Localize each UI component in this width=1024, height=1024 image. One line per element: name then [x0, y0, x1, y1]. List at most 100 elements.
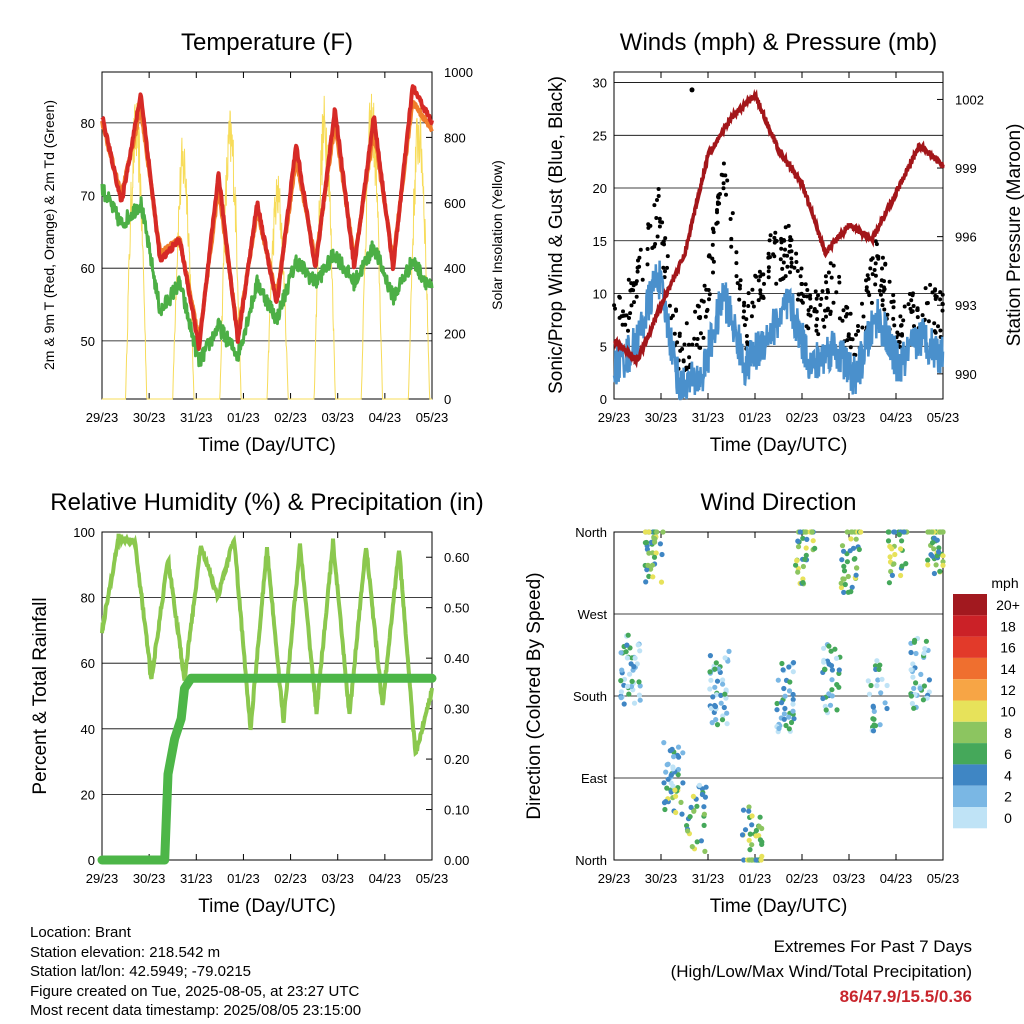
direction-point	[908, 649, 914, 656]
speed-legend-swatch	[953, 615, 987, 637]
direction-point	[786, 664, 792, 670]
direction-point	[821, 645, 827, 651]
gust-point	[920, 313, 925, 318]
gust-point	[706, 254, 711, 259]
direction-point	[827, 702, 834, 708]
direction-point	[702, 794, 709, 800]
speed-legend-label: 12	[1000, 682, 1016, 698]
direction-point	[940, 562, 946, 569]
gust-point	[940, 308, 945, 313]
direction-point	[913, 650, 919, 657]
direction-point	[800, 535, 806, 541]
direction-point	[925, 562, 931, 568]
gust-point	[873, 273, 878, 278]
gust-point	[654, 216, 659, 220]
gust-point	[824, 295, 829, 300]
speed-legend-swatch	[953, 636, 987, 658]
direction-point	[898, 546, 904, 552]
gust-point	[744, 334, 749, 338]
gust-point	[828, 312, 833, 316]
gust-point	[856, 324, 860, 328]
gust-point	[645, 247, 650, 251]
speed-legend-label: 6	[1004, 746, 1012, 762]
gust-point	[911, 291, 915, 296]
direction-point	[802, 529, 808, 535]
direction-point	[912, 637, 918, 644]
gust-point	[789, 264, 794, 269]
direction-point	[870, 703, 876, 709]
direction-point	[719, 717, 726, 723]
gust-point	[933, 293, 938, 298]
gust-point	[723, 173, 728, 178]
gust-point	[826, 270, 831, 275]
direction-point	[802, 556, 808, 563]
direction-point	[908, 667, 914, 673]
winds-x-tick-label: 04/23	[880, 410, 913, 425]
gust-point	[889, 300, 894, 304]
direction-point	[779, 660, 785, 667]
gust-point	[938, 290, 943, 295]
direction-point	[829, 667, 836, 673]
speed-legend-swatch	[953, 764, 987, 786]
gust-point	[632, 300, 636, 305]
gust-point	[822, 324, 827, 329]
gust-point	[637, 255, 642, 260]
temperature-y2-axis-label: Solar Insolation (Yellow)	[489, 160, 505, 310]
gust-point	[882, 307, 887, 312]
direction-point	[690, 793, 697, 800]
temperature-x-tick-label: 05/23	[416, 410, 449, 425]
direction-point	[779, 700, 785, 706]
gust-point	[912, 324, 916, 329]
gust-point	[813, 289, 818, 294]
direction-point	[694, 839, 700, 845]
gust-point	[848, 311, 853, 316]
direction-point	[712, 666, 718, 672]
gust-point	[699, 298, 704, 303]
temperature-x-tick-label: 04/23	[369, 410, 402, 425]
station-pressure-line	[613, 88, 945, 369]
direction-x-tick-label: 03/23	[833, 871, 866, 886]
gust-point	[725, 178, 730, 183]
direction-point	[676, 754, 682, 760]
direction-point	[931, 570, 938, 577]
direction-point	[868, 682, 874, 689]
direction-point	[703, 784, 709, 790]
direction-point	[872, 723, 879, 729]
gust-point	[902, 304, 907, 309]
gust-point	[629, 303, 634, 308]
gust-point	[820, 289, 825, 294]
direction-point	[925, 557, 931, 563]
temperature-x-tick-label: 29/23	[86, 410, 119, 425]
gust-point	[698, 331, 703, 336]
gust-point	[841, 308, 846, 313]
gust-point	[866, 276, 871, 281]
gust-point	[865, 273, 870, 278]
gust-point	[880, 298, 885, 303]
direction-point	[937, 529, 943, 535]
direction-point	[936, 545, 942, 551]
direction-points-group	[618, 529, 946, 863]
direction-title: Wind Direction	[700, 489, 856, 516]
direction-point	[812, 545, 818, 552]
direction-point	[675, 744, 682, 750]
direction-point	[921, 683, 928, 689]
direction-point	[649, 562, 656, 568]
direction-x-tick-label: 04/23	[880, 871, 913, 886]
direction-point	[795, 544, 802, 550]
humidity-y-tick-label: 60	[81, 656, 95, 671]
precipitation-line	[97, 673, 437, 865]
gust-point	[621, 309, 625, 314]
gust-point	[660, 241, 665, 246]
gust-point	[742, 323, 747, 328]
direction-point	[781, 711, 788, 717]
gust-point	[869, 300, 874, 305]
gust-point	[757, 269, 762, 274]
gust-point	[656, 194, 661, 198]
direction-point	[756, 823, 762, 830]
direction-point	[642, 529, 649, 535]
direction-point	[707, 653, 714, 659]
direction-point	[636, 692, 643, 698]
direction-point	[619, 667, 625, 673]
gust-point	[766, 265, 771, 270]
direction-point	[800, 580, 806, 586]
